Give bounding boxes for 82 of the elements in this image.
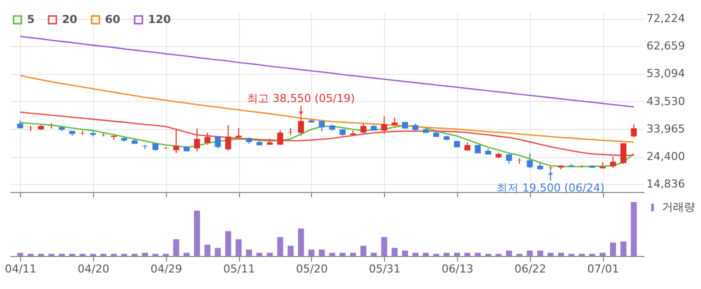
bar	[266, 252, 273, 256]
bar	[184, 252, 190, 256]
bar	[402, 250, 408, 256]
bar	[236, 239, 242, 256]
annotation: 최고 38,550 (05/19)	[247, 92, 355, 105]
bar	[558, 252, 564, 256]
candlestick	[28, 125, 34, 132]
candlestick	[526, 152, 533, 169]
legend-label: 5	[27, 12, 35, 26]
x-tick-label: 05/20	[296, 262, 328, 276]
bar	[277, 237, 284, 256]
x-tick-label: 04/20	[78, 262, 110, 276]
candlestick	[630, 124, 637, 138]
bar	[288, 246, 294, 256]
candlestick	[277, 129, 284, 146]
bar	[600, 252, 606, 256]
y-tick-label: 24,400	[646, 150, 685, 164]
bar	[392, 248, 398, 256]
bar	[506, 250, 512, 256]
candlestick	[506, 153, 512, 164]
candlestick	[225, 124, 232, 151]
bar	[204, 244, 210, 256]
bar	[214, 248, 221, 256]
y-tick-label: 53,094	[646, 67, 685, 80]
legend-label: 20	[62, 12, 78, 26]
y-tick-label: 14,836	[646, 178, 685, 191]
candlestick	[318, 120, 325, 132]
candlestick	[381, 116, 388, 135]
candlestick	[194, 128, 200, 152]
x-tick-label: 05/31	[368, 262, 401, 276]
legend-label: 60	[105, 12, 121, 26]
x-tick-label: 06/22	[514, 262, 546, 276]
bar	[630, 202, 637, 256]
bar	[381, 237, 388, 256]
bar	[246, 250, 252, 256]
bar	[173, 239, 180, 256]
bar	[329, 252, 336, 256]
annotation: 최저 19,500 (06/24)	[496, 181, 604, 194]
bar	[370, 252, 377, 256]
candlestick	[204, 132, 210, 146]
bar	[142, 252, 148, 256]
bar	[194, 210, 200, 256]
bar	[422, 252, 429, 256]
y-tick-label: 72,224	[646, 12, 685, 26]
bar	[308, 250, 314, 256]
x-tick-label: 05/11	[223, 262, 255, 276]
line-series	[20, 122, 634, 168]
bar	[526, 250, 533, 256]
bar	[318, 250, 325, 256]
legend-label: 120	[148, 12, 172, 26]
bar	[298, 228, 304, 256]
bar	[474, 252, 481, 256]
bar	[256, 252, 262, 256]
bar	[454, 252, 460, 256]
line-series	[20, 36, 634, 108]
y-tick-label: 43,530	[646, 94, 685, 108]
candlestick	[173, 128, 180, 154]
bar	[225, 231, 232, 256]
bar	[610, 242, 616, 256]
bar	[17, 252, 24, 256]
candlestick	[288, 127, 294, 136]
y-tick-label: 33,965	[646, 122, 685, 136]
x-tick-label: 07/01	[587, 262, 619, 276]
legend-label: 거래량	[662, 200, 695, 214]
line-series	[20, 74, 634, 143]
candlestick	[214, 136, 221, 149]
line-series	[20, 111, 634, 156]
bar	[340, 252, 346, 256]
x-tick-label: 04/29	[150, 262, 182, 276]
bar	[620, 241, 626, 256]
y-tick-label: 62,659	[646, 40, 685, 53]
bar	[360, 246, 366, 256]
x-tick-label: 04/11	[4, 262, 37, 276]
bar	[412, 252, 418, 256]
bar	[464, 252, 470, 256]
bar	[444, 252, 450, 256]
candlestick	[610, 156, 616, 168]
candlestick	[620, 142, 626, 164]
bar	[537, 250, 544, 256]
bar	[548, 252, 554, 256]
x-tick-label: 06/13	[442, 262, 474, 276]
bar	[350, 252, 356, 256]
